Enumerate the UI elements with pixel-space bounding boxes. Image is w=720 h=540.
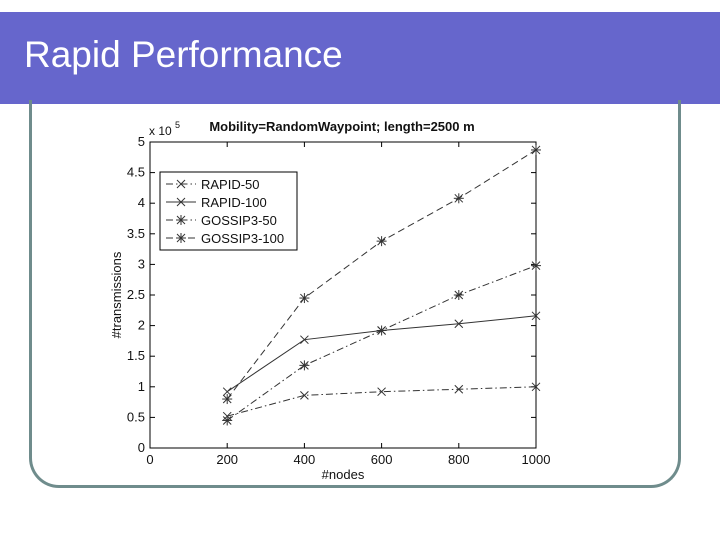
y-tick-label: 4.5 <box>127 165 145 180</box>
marker-stroke <box>531 311 541 321</box>
y-axis-label: #transmissions <box>109 251 124 338</box>
x-tick-label: 600 <box>371 452 393 467</box>
data-point <box>376 325 387 336</box>
x-tick-label: 800 <box>448 452 470 467</box>
marker-stroke <box>454 384 464 394</box>
legend-box <box>159 171 298 251</box>
y-tick-label: 0 <box>138 440 145 455</box>
legend-marker <box>176 233 186 243</box>
y-tick-label: 3 <box>138 256 145 271</box>
data-point <box>531 260 541 271</box>
marker-stroke <box>300 335 309 345</box>
x-axis-label: #nodes <box>322 467 365 482</box>
y-tick-label: 2 <box>138 318 145 333</box>
y-tick-label: 4 <box>138 195 145 210</box>
marker-stroke <box>377 387 386 397</box>
legend-item: GOSSIP3-50 <box>166 213 277 228</box>
x-tick-label: 200 <box>216 452 238 467</box>
y-tick-label: 5 <box>138 134 145 149</box>
y-tick-label: 0.5 <box>127 409 145 424</box>
series-gossip3-100 <box>222 144 541 405</box>
data-point <box>454 384 464 394</box>
marker-stroke <box>176 197 186 207</box>
x-tick-label: 0 <box>146 452 153 467</box>
y-tick-label: 1.5 <box>127 348 145 363</box>
data-point <box>531 311 541 321</box>
data-point <box>299 360 310 371</box>
title-bar <box>0 12 720 110</box>
tick-layer: 0 200 400 600 800 1000 0 0.5 1 1.5 2 2.5 3 3.5 4 4.5 5 <box>127 134 551 467</box>
data-point <box>377 387 386 397</box>
marker-stroke <box>222 387 232 397</box>
content-frame <box>29 100 681 488</box>
x-tick-label: 400 <box>294 452 316 467</box>
marker-stroke <box>531 382 541 392</box>
y-multiplier-exponent: 5 <box>175 120 180 130</box>
legend-marker <box>176 179 186 189</box>
data-point <box>299 293 310 304</box>
x-tick-label: 1000 <box>522 452 551 467</box>
legend-marker <box>176 197 186 207</box>
data-point <box>453 193 464 204</box>
data-point <box>453 290 464 300</box>
series-layer <box>222 144 541 426</box>
legend-item: GOSSIP3-100 <box>166 231 284 246</box>
marker-stroke <box>300 391 309 400</box>
series-gossip3-50 <box>222 260 541 426</box>
data-point <box>300 335 309 345</box>
y-multiplier-label: x 10 <box>149 124 172 138</box>
y-tick-label: 3.5 <box>127 226 145 241</box>
legend-item: RAPID-100 <box>166 195 267 210</box>
data-point <box>222 415 233 426</box>
data-point <box>300 391 309 400</box>
data-point <box>454 319 464 329</box>
plot-area <box>149 141 537 449</box>
legend: RAPID-50 RAPID-100 GOSSIP3-50 GOSSIP3-100 <box>159 171 298 251</box>
chart-title: Mobility=RandomWaypoint; length=2500 m <box>209 119 474 134</box>
legend-label: RAPID-100 <box>201 195 267 210</box>
marker-stroke <box>176 179 186 189</box>
legend-label: RAPID-50 <box>201 177 260 192</box>
data-point <box>222 387 232 397</box>
title-underline <box>0 106 636 110</box>
data-point <box>376 236 387 247</box>
data-point <box>531 382 541 392</box>
legend-label: GOSSIP3-50 <box>201 213 277 228</box>
marker-stroke <box>454 319 464 329</box>
slide-title: Rapid Performance <box>24 34 343 75</box>
legend-label: GOSSIP3-100 <box>201 231 284 246</box>
data-point <box>531 144 541 155</box>
legend-item: RAPID-50 <box>166 177 260 192</box>
y-tick-label: 2.5 <box>127 287 145 302</box>
data-point <box>222 394 233 405</box>
y-tick-label: 1 <box>138 379 145 394</box>
legend-marker <box>176 215 186 225</box>
